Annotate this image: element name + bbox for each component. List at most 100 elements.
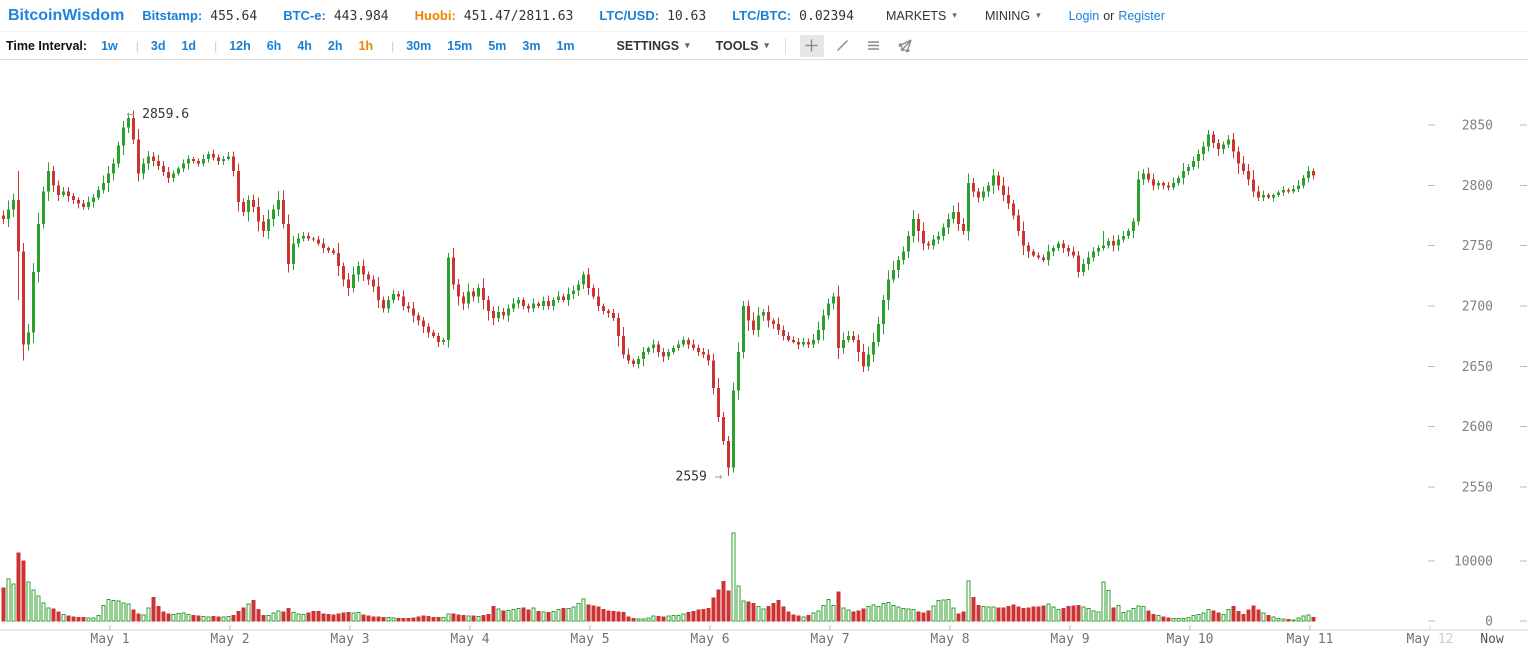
candle-body bbox=[732, 390, 735, 468]
register-link[interactable]: Register bbox=[1118, 8, 1165, 23]
volume-bar bbox=[21, 560, 26, 622]
candle-body bbox=[1112, 240, 1115, 246]
volume-bar bbox=[471, 615, 476, 622]
high-annotation: ← 2859.6 bbox=[127, 107, 190, 122]
volume-bar bbox=[276, 610, 281, 622]
candle-body bbox=[1002, 185, 1005, 195]
volume-bar bbox=[871, 604, 876, 622]
date-label: May 8 bbox=[930, 632, 969, 647]
volume-bar bbox=[486, 613, 491, 622]
interval-5m[interactable]: 5m bbox=[488, 38, 507, 53]
candle-body bbox=[1197, 153, 1200, 162]
volume-bar bbox=[1116, 604, 1121, 622]
candle-body bbox=[1092, 251, 1095, 258]
candle-body bbox=[1072, 251, 1075, 256]
candle-body bbox=[297, 238, 300, 244]
interval-1w[interactable]: 1w bbox=[101, 38, 118, 53]
candle-body bbox=[667, 351, 670, 357]
candle-body bbox=[927, 243, 930, 246]
interval-1d[interactable]: 1d bbox=[181, 38, 197, 53]
candle-body bbox=[812, 339, 815, 345]
candle-body bbox=[377, 286, 380, 300]
volume-bar bbox=[191, 614, 196, 622]
volume-bar bbox=[126, 603, 131, 622]
interval-15m[interactable]: 15m bbox=[447, 38, 473, 53]
volume-bar bbox=[1261, 612, 1266, 622]
candle-body bbox=[852, 336, 855, 340]
volume-bar bbox=[961, 611, 966, 622]
candle-body bbox=[1142, 173, 1145, 180]
candle-body bbox=[772, 320, 775, 325]
volume-bar bbox=[421, 615, 426, 622]
volume-bar bbox=[466, 615, 471, 622]
candle-body bbox=[547, 301, 550, 306]
interval-3d[interactable]: 3d bbox=[150, 38, 166, 53]
volume-bar bbox=[906, 608, 911, 622]
interval-6h[interactable]: 6h bbox=[266, 38, 282, 53]
volume-bar bbox=[656, 616, 661, 622]
volume-bar bbox=[36, 595, 41, 622]
time-interval-label: Time Interval: bbox=[6, 38, 88, 53]
candle-body bbox=[987, 185, 990, 192]
candle-body bbox=[427, 326, 430, 333]
price-volume-chart[interactable]: 2850 2800 2750 2700 2650 2600 2550 10000 0 May 1 M… bbox=[0, 60, 1528, 647]
volume-bar bbox=[1151, 613, 1156, 622]
volume-bar bbox=[1096, 611, 1101, 622]
candle-body bbox=[897, 260, 900, 270]
fib-fan-icon[interactable] bbox=[893, 35, 917, 57]
trendline-icon[interactable] bbox=[831, 35, 855, 57]
volume-bar bbox=[1021, 607, 1026, 622]
candle-body bbox=[177, 168, 180, 174]
volume-bar bbox=[66, 615, 71, 622]
chevron-down-icon: ▾ bbox=[764, 40, 769, 50]
candle-body bbox=[577, 284, 580, 291]
volume-bar bbox=[1231, 606, 1236, 622]
volume-bar bbox=[236, 610, 241, 622]
candle-body bbox=[27, 332, 30, 345]
candle-body bbox=[787, 336, 790, 340]
volume-bar bbox=[701, 609, 706, 622]
volume-bar bbox=[711, 597, 716, 622]
volume-bar bbox=[591, 605, 596, 622]
volume-bar bbox=[241, 607, 246, 622]
interval-1m[interactable]: 1m bbox=[556, 38, 575, 53]
volume-bar bbox=[1106, 589, 1111, 622]
volume-bar bbox=[441, 616, 446, 622]
menu-markets[interactable]: MARKETS ▾ bbox=[886, 9, 957, 23]
menu-mining[interactable]: MINING ▾ bbox=[985, 9, 1041, 23]
volume-bar bbox=[401, 618, 406, 622]
candle-body bbox=[197, 161, 200, 164]
auth-or-text: or bbox=[1103, 8, 1115, 23]
login-link[interactable]: Login bbox=[1068, 8, 1100, 23]
candle-body bbox=[522, 299, 525, 306]
candle-body bbox=[1062, 243, 1065, 249]
volume-bar bbox=[521, 607, 526, 622]
candle-body bbox=[102, 182, 105, 191]
interval-3m[interactable]: 3m bbox=[522, 38, 541, 53]
interval-2h[interactable]: 2h bbox=[327, 38, 343, 53]
interval-4h[interactable]: 4h bbox=[297, 38, 312, 53]
candle-body bbox=[917, 219, 920, 232]
horizontal-lines-icon[interactable] bbox=[862, 35, 886, 57]
interval-1h[interactable]: 1h bbox=[358, 38, 374, 53]
volume-bar bbox=[1296, 617, 1301, 622]
date-label: May 3 bbox=[330, 632, 369, 647]
interval-30m[interactable]: 30m bbox=[406, 38, 432, 53]
candle-body bbox=[187, 158, 190, 164]
volume-bar bbox=[1126, 610, 1131, 622]
volume-bar bbox=[561, 607, 566, 622]
settings-menu[interactable]: SETTINGS ▾ bbox=[617, 39, 690, 53]
volume-bar bbox=[1031, 606, 1036, 622]
candle-body bbox=[142, 163, 145, 174]
volume-bar bbox=[716, 589, 721, 622]
date-label-future: May 12 bbox=[1407, 632, 1454, 647]
interval-12h[interactable]: 12h bbox=[229, 38, 251, 53]
candle-body bbox=[762, 312, 765, 316]
candle-body bbox=[797, 342, 800, 345]
volume-bar bbox=[861, 608, 866, 622]
logo[interactable]: BitcoinWisdom bbox=[8, 6, 125, 24]
tools-menu[interactable]: TOOLS ▾ bbox=[716, 39, 769, 53]
candle-body bbox=[242, 202, 245, 212]
crosshair-icon[interactable] bbox=[799, 34, 824, 57]
price-axis-label: 2700 bbox=[1462, 300, 1493, 315]
